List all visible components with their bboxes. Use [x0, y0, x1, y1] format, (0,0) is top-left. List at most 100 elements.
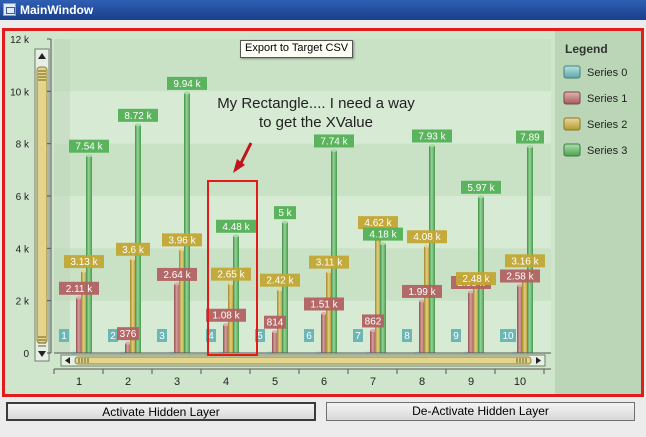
annotation-line-1: My Rectangle.... I need a way	[217, 95, 415, 112]
data-label-bg	[505, 254, 545, 268]
y-tick-label: 4 k	[16, 244, 30, 255]
data-label-bg	[353, 329, 363, 342]
legend-title: Legend	[565, 42, 608, 56]
legend-swatch-3	[563, 143, 581, 157]
data-label-series-2: 3.96 k	[168, 235, 196, 246]
data-label-series-0: 8	[404, 331, 410, 342]
x-scroll-left-arrow-icon[interactable]	[65, 357, 70, 364]
bar-cap	[527, 145, 533, 149]
data-label-bg	[500, 329, 516, 342]
x-tick-label: 8	[419, 376, 425, 388]
data-label-bg	[167, 76, 207, 90]
bar-series-3	[331, 150, 337, 353]
y-tick-label: 12 k	[10, 35, 30, 46]
bar-series-1	[272, 331, 278, 353]
data-label-series-2: 3.11 k	[316, 258, 343, 269]
bar-series-2	[424, 246, 430, 353]
data-label-series-3: 9.94 k	[173, 79, 201, 90]
data-label-bg	[456, 272, 496, 286]
x-tick-label: 9	[468, 376, 474, 388]
legend-item-0: Series 0	[587, 67, 627, 79]
legend-item-2: Series 2	[587, 119, 627, 131]
data-label-series-1: 814	[267, 318, 284, 329]
bar-cap	[370, 328, 376, 332]
data-label-series-0: 9	[453, 331, 459, 342]
export-tooltip: Export to Target CSV	[240, 40, 354, 58]
bar-cap	[429, 143, 435, 147]
data-label-bg	[157, 267, 197, 281]
legend-item-1: Series 1	[587, 93, 627, 105]
x-tick-label: 1	[76, 376, 82, 388]
bar-cap	[228, 282, 234, 286]
data-label-bg	[216, 219, 256, 233]
y-tick-label: 2 k	[16, 297, 30, 308]
data-label-series-3: 7.93 k	[418, 131, 446, 142]
data-label-bg	[363, 227, 403, 241]
data-label-bg	[309, 255, 349, 269]
data-label-series-2: 4.08 k	[413, 232, 441, 243]
bar-cap	[282, 220, 288, 224]
data-label-series-0: 5	[257, 331, 263, 342]
data-label-bg	[362, 314, 384, 328]
data-label-series-1: 2.11 k	[66, 284, 93, 295]
data-label-bg	[516, 130, 544, 144]
x-scroll-right-arrow-icon[interactable]	[536, 357, 541, 364]
data-label-series-0: 4	[208, 331, 214, 342]
legend-swatch-2	[563, 117, 581, 131]
data-label-bg	[116, 242, 150, 256]
bar-series-1	[76, 297, 82, 353]
window-title: MainWindow	[20, 3, 94, 17]
data-label-bg	[211, 267, 251, 281]
y-tick-label: 6 k	[16, 192, 30, 203]
data-label-bg	[108, 329, 118, 342]
data-label-bg	[59, 281, 99, 295]
data-label-series-0: 2	[110, 331, 116, 342]
x-tick-label: 10	[514, 376, 526, 388]
bar-series-1	[174, 283, 180, 353]
bar-series-2	[522, 270, 528, 353]
bar-series-1	[125, 343, 131, 353]
bar-series-3	[282, 222, 288, 353]
data-label-series-2: 2.42 k	[266, 276, 294, 287]
window-titlebar: MainWindow	[0, 0, 646, 20]
data-label-series-3: 4.18 k	[369, 230, 397, 241]
data-label-series-1: 862	[365, 316, 382, 327]
data-label-series-0: 7	[355, 331, 361, 342]
data-label-bg	[314, 134, 354, 148]
y-scroll-down-arrow-icon[interactable]	[38, 351, 46, 357]
bar-cap	[86, 154, 92, 158]
data-label-bg	[162, 233, 202, 247]
y-tick-label: 10 k	[10, 87, 30, 98]
data-label-series-0: 10	[502, 331, 514, 342]
data-label-series-3: 7.74 k	[320, 136, 348, 147]
bar-cap	[184, 91, 190, 95]
bar-cap	[130, 257, 136, 261]
activate-hidden-layer-button[interactable]: Activate Hidden Layer	[6, 402, 316, 421]
legend-item-3: Series 3	[587, 145, 627, 157]
data-label-bg	[260, 273, 300, 287]
deactivate-hidden-layer-button[interactable]: De-Activate Hidden Layer	[326, 402, 635, 421]
data-label-bg	[69, 139, 109, 153]
data-label-bg	[412, 129, 452, 143]
bar-cap	[76, 296, 82, 300]
bar-cap	[419, 299, 425, 303]
data-label-series-1: 376	[120, 329, 137, 340]
y-scroll-thumb[interactable]	[36, 66, 48, 344]
y-scroll-up-arrow-icon[interactable]	[38, 53, 46, 59]
data-label-bg	[255, 329, 265, 342]
data-label-series-1: 2.64 k	[163, 270, 191, 281]
legend-panel	[555, 31, 641, 394]
bar-cap	[81, 269, 87, 273]
bar-cap	[174, 282, 180, 286]
data-label-bg	[358, 216, 398, 230]
data-label-series-0: 3	[159, 331, 165, 342]
x-tick-label: 5	[272, 376, 278, 388]
data-label-bg	[64, 255, 104, 269]
bar-series-3	[184, 92, 190, 354]
data-label-series-1: 1.51 k	[310, 299, 338, 310]
bar-cap	[125, 341, 131, 345]
data-label-series-2: 2.48 k	[462, 274, 490, 285]
data-label-bg	[264, 315, 286, 329]
x-scroll-thumb[interactable]	[74, 356, 532, 365]
data-label-series-1: 1.99 k	[408, 287, 436, 298]
